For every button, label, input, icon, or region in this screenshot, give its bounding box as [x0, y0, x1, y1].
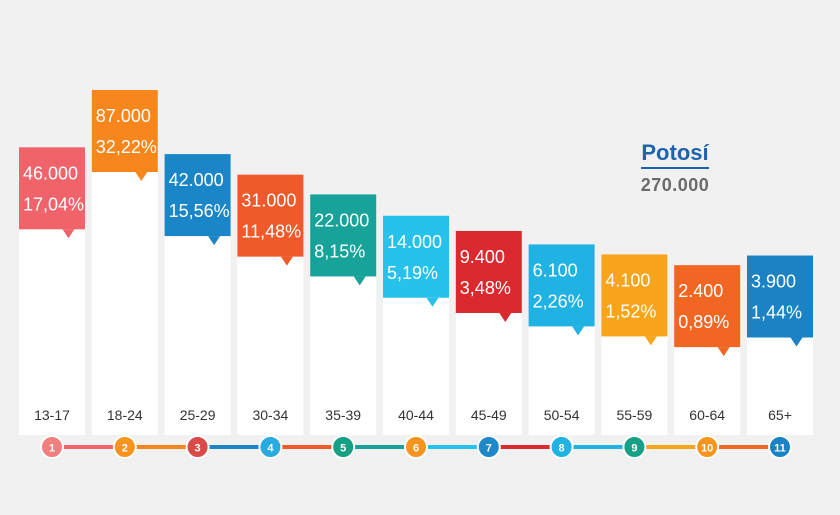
step-number: 1: [49, 443, 55, 455]
bar-value-box: [455, 230, 522, 313]
bar-pointer: [499, 312, 512, 322]
bar-value-label: 9.400: [460, 247, 505, 267]
step-number: 4: [267, 443, 274, 455]
category-label: 65+: [768, 407, 792, 423]
step-circle: [768, 435, 792, 459]
category-label: 45-49: [471, 407, 507, 423]
chart-header: Potosí 270.000: [600, 140, 750, 196]
bar-pointer: [717, 347, 730, 357]
step-circle: [331, 435, 356, 459]
bar-value-label: 2.400: [678, 281, 723, 301]
bar-value-box: [528, 244, 595, 327]
step-number: 7: [486, 443, 492, 455]
bar-pointer: [208, 236, 221, 246]
category-label: 50-54: [544, 407, 580, 423]
bar-value-label: 6.100: [533, 260, 578, 280]
bar-pointer: [572, 326, 585, 336]
step-circle: [258, 435, 283, 459]
bar-value-box: [91, 90, 158, 172]
step-circle: [549, 435, 574, 459]
step-circle: [404, 435, 428, 459]
category-label: 13-17: [34, 407, 70, 423]
bar-value-box: [601, 254, 668, 337]
bar-pointer: [62, 229, 75, 239]
bar-value-label: 3.900: [751, 272, 796, 292]
bar-percent-label: 1,44%: [751, 303, 802, 323]
bar-value-label: 46.000: [23, 163, 78, 183]
category-label: 25-29: [180, 407, 216, 423]
bar-pointer: [280, 256, 293, 266]
total-population: 270.000: [640, 175, 710, 195]
category-label: 18-24: [107, 407, 143, 423]
bar-percent-label: 1,52%: [605, 301, 656, 321]
step-number: 3: [195, 443, 201, 455]
step-number: 2: [122, 443, 128, 455]
category-label: 40-44: [398, 407, 434, 423]
bar-pointer: [644, 336, 657, 346]
step-circle: [185, 435, 210, 459]
bar-percent-label: 32,22%: [96, 137, 157, 157]
step-number: 6: [413, 443, 419, 455]
bar-value-label: 42.000: [169, 170, 224, 190]
bar-percent-label: 5,19%: [387, 263, 438, 283]
bar-pointer: [135, 172, 148, 181]
step-number: 8: [559, 443, 565, 455]
bar-value-label: 31.000: [241, 191, 296, 211]
bar-value-label: 87.000: [96, 106, 151, 126]
step-circle: [112, 435, 137, 459]
step-circle: [622, 435, 647, 459]
step-number: 9: [631, 443, 637, 455]
step-number: 5: [340, 443, 346, 455]
bar-percent-label: 2,26%: [533, 291, 584, 311]
bar-pointer: [353, 276, 366, 286]
step-circle: [476, 435, 501, 459]
category-label: 35-39: [325, 407, 361, 423]
step-number: 11: [774, 443, 786, 455]
bar-value-box: [19, 147, 85, 230]
bar-value-label: 22.000: [314, 210, 369, 230]
bar-value-label: 14.000: [387, 232, 442, 252]
bar-value-label: 4.100: [605, 270, 650, 290]
bar-percent-label: 15,56%: [169, 201, 230, 221]
step-circle: [695, 435, 720, 459]
bar-value-box: [747, 255, 813, 338]
bar-value-box: [674, 265, 741, 348]
category-label: 55-59: [616, 407, 652, 423]
step-circle: [40, 435, 64, 459]
bar-percent-label: 3,48%: [460, 278, 511, 298]
bar-pointer: [426, 297, 439, 307]
category-label: 30-34: [252, 407, 288, 423]
bar-percent-label: 8,15%: [314, 241, 365, 261]
bar-pointer: [790, 337, 803, 347]
bar-value-box: [383, 215, 449, 298]
bar-percent-label: 0,89%: [678, 312, 729, 332]
bar-percent-label: 11,48%: [241, 222, 301, 242]
bar-percent-label: 17,04%: [23, 194, 84, 214]
category-label: 60-64: [689, 407, 725, 423]
region-title: Potosí: [641, 140, 709, 169]
bar-value-box: [237, 174, 304, 257]
bar-value-box: [164, 154, 231, 237]
bar-value-box: [310, 194, 377, 277]
step-number: 10: [701, 443, 713, 455]
